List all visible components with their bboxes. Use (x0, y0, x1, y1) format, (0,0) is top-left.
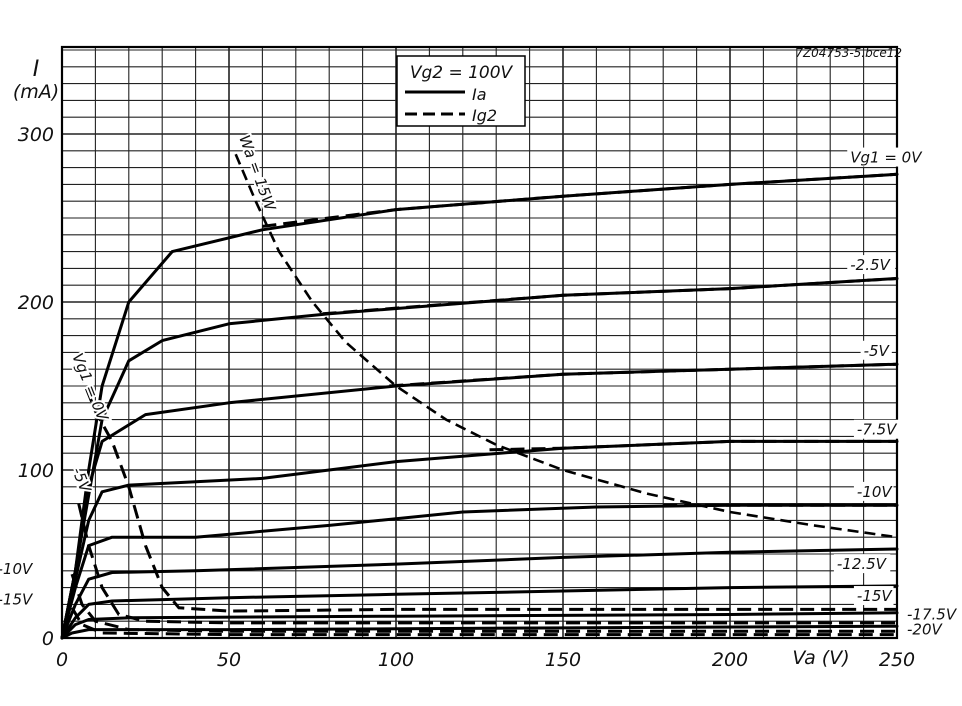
curve-label: -5V (864, 342, 891, 360)
curve-label: -20V (907, 621, 943, 639)
curves (60, 153, 899, 640)
rotated-curve-label: Vg1 = 0V (68, 351, 112, 425)
x-tick-label: 250 (879, 649, 915, 671)
axis-ticks: 0 50 100 150 200 250 0 100 200 300 (18, 124, 915, 671)
legend-entry-ia: Ia (472, 85, 487, 104)
x-tick-label: 0 (56, 649, 68, 671)
left-curve-label-background (0, 589, 36, 609)
curve-label: -7.5V (857, 421, 898, 439)
ig2-curve (389, 362, 898, 388)
curve-label: Vg1 = 0V (850, 149, 923, 167)
ig2-curve (262, 172, 898, 228)
ia-curve (60, 624, 899, 640)
curve-label: -12.5V (837, 555, 888, 573)
power-dissipation-curve (234, 153, 898, 539)
y-tick-label: 0 (42, 628, 54, 650)
ig2-curve (322, 277, 898, 316)
legend-entry-ig2: Ig2 (472, 106, 497, 125)
left-curve-label: -15V (0, 590, 34, 608)
curve-label-background (853, 586, 894, 606)
chart-reference-code: 7Z04753-5.bce12 (795, 46, 902, 60)
curve-label-background (904, 619, 944, 639)
x-tick-label: 150 (545, 649, 581, 671)
ig2-curve (70, 573, 897, 633)
legend-header: Vg2 = 100V (410, 63, 514, 83)
curve-label-background (847, 147, 921, 167)
y-axis-label-symbol: I (33, 57, 40, 82)
ig2-curve (489, 439, 897, 452)
curve-label-background (847, 255, 896, 275)
x-tick-label: 50 (217, 649, 241, 671)
curve-label: -10V (857, 483, 893, 501)
left-curve-label-background (0, 559, 36, 579)
ia-curve (60, 584, 899, 640)
grid (62, 47, 897, 638)
y-axis-label-unit: (mA) (13, 81, 59, 103)
curve-label-background (904, 604, 961, 624)
x-axis-label-background (778, 644, 864, 670)
x-axis-label: Va (V) (792, 647, 849, 669)
curve-label-background (860, 340, 892, 360)
ig2-curve (77, 368, 897, 613)
legend: Vg2 = 100V Ia Ig2 (396, 55, 526, 127)
y-tick-label: 100 (18, 460, 54, 482)
curve-label-background (853, 481, 894, 501)
plot-border (60, 45, 899, 640)
left-curve-label: -10V (0, 560, 34, 578)
curve-label: -15V (857, 587, 893, 605)
curve-label: -2.5V (850, 256, 891, 274)
curve-label: -17.5V (907, 606, 958, 624)
y-tick-label: 300 (18, 124, 54, 146)
x-tick-label: 200 (712, 649, 748, 671)
x-tick-label: 100 (378, 649, 414, 671)
ia-curve (60, 277, 899, 640)
y-tick-label: 200 (18, 292, 54, 314)
curve-label-background (833, 554, 891, 574)
ig2-curve (77, 503, 897, 625)
ig2-curve (70, 607, 897, 637)
ia-curve (60, 362, 899, 640)
ia-curve (60, 172, 899, 640)
curve-label-background (853, 419, 902, 439)
